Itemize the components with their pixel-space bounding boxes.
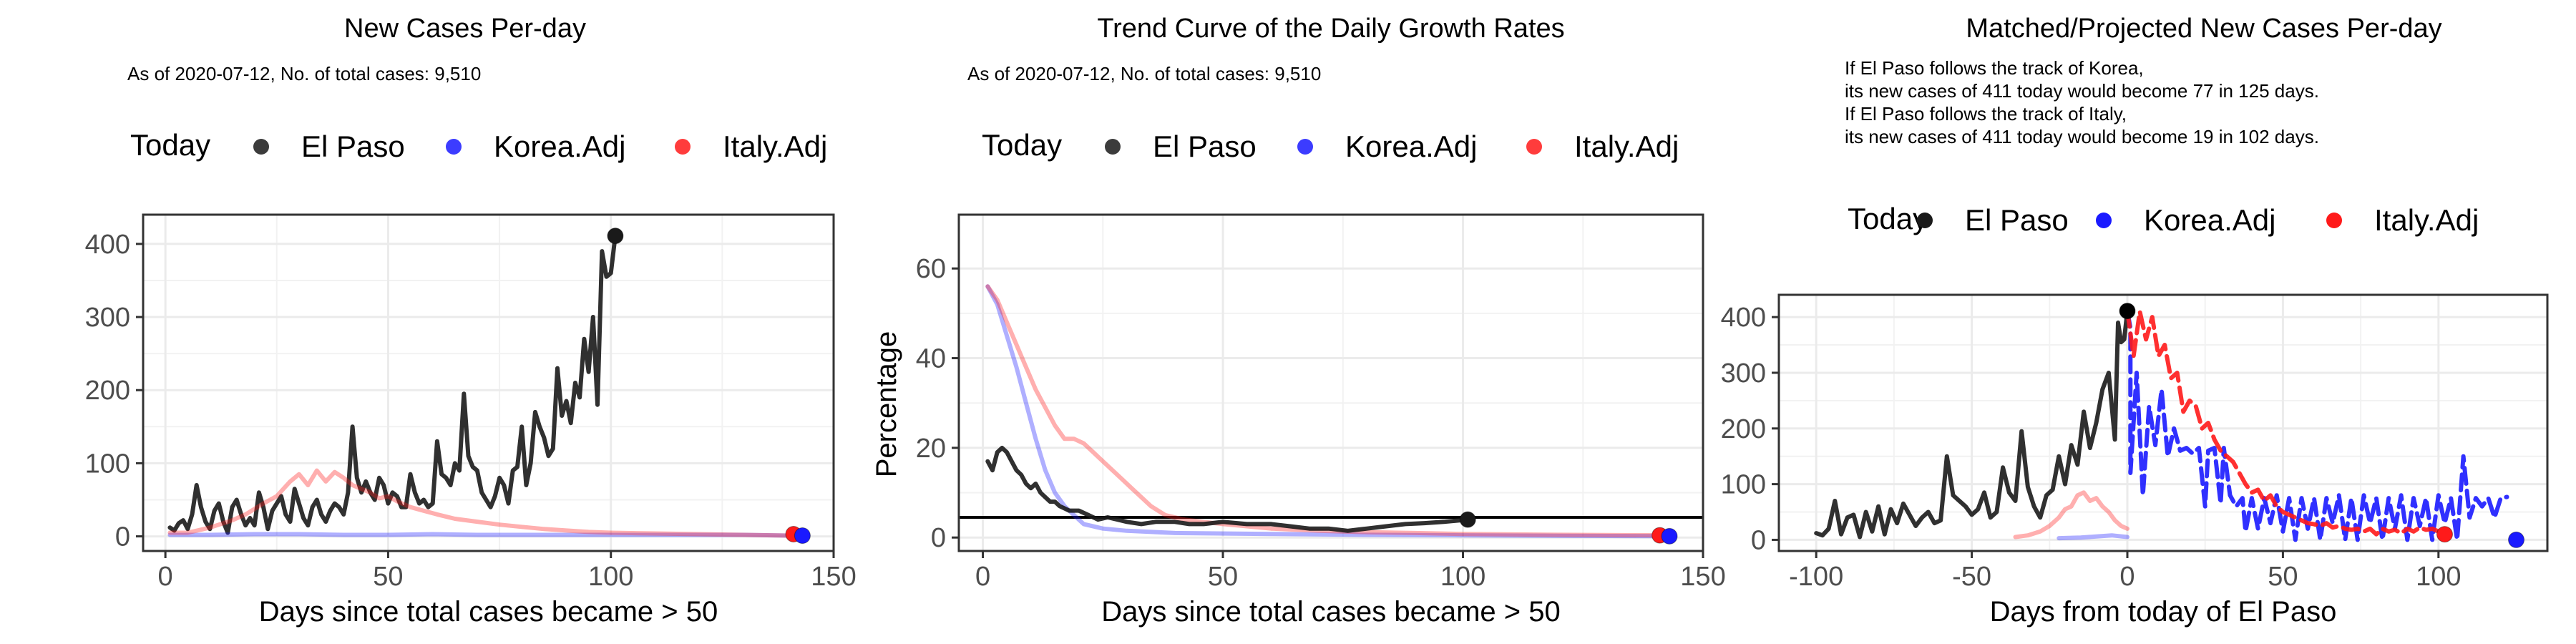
series-line-italy-adj [985, 284, 1662, 538]
y-tick-label: 400 [1721, 303, 1766, 333]
chart-panel-growth-rates: Trend Curve of the Daily Growth Rates As … [859, 0, 1726, 644]
legend-key-el-paso [253, 139, 269, 155]
x-tick-label: -50 [1952, 562, 1991, 592]
axes: 0 50 100 150 0 20 40 60 Days since total cases b… [871, 254, 1726, 628]
x-tick-label: 50 [373, 562, 403, 592]
plot-frame [142, 213, 835, 552]
legend-key-el-paso [1917, 213, 1933, 228]
x-tick-label: 100 [1440, 562, 1485, 592]
legend-label: El Paso [1153, 130, 1257, 163]
legend-key-italy-adj [675, 139, 691, 155]
legend-label: Korea.Adj [2144, 203, 2275, 237]
chart-subtitle: If El Paso follows the track of Italy, [1845, 103, 2127, 125]
y-tick-label: 0 [115, 522, 130, 552]
legend-label: Korea.Adj [494, 130, 625, 163]
gridlines [959, 215, 1704, 551]
plot-area [959, 284, 1703, 539]
endpoint-korea-adj [794, 527, 811, 545]
x-tick-label: -100 [1789, 562, 1843, 592]
y-tick-label: 400 [85, 230, 130, 260]
plot-area [167, 233, 805, 539]
y-tick-label: 300 [1721, 358, 1766, 389]
legend-label: El Paso [1965, 203, 2069, 237]
axes: -100 -50 0 50 100 0 100 200 300 400 Days from toda… [1721, 303, 2462, 628]
y-tick-label: 200 [1721, 414, 1766, 444]
legend-label: Italy.Adj [2374, 203, 2479, 237]
legend-key-korea-adj [2096, 213, 2112, 228]
x-tick-label: 0 [975, 562, 990, 592]
chart-subtitle: As of 2020-07-12, No. of total cases: 9,… [127, 63, 481, 84]
legend: Today El Paso Korea.Adj Italy.Adj [130, 128, 827, 163]
y-tick-label: 200 [85, 376, 130, 406]
legend-key-italy-adj [1526, 139, 1542, 155]
endpoint-el-paso [2119, 303, 2136, 320]
axes: 0 50 100 150 0 100 200 300 400 Days since total c… [85, 230, 857, 628]
plot-frame [1777, 293, 2549, 552]
endpoint-el-paso [607, 228, 624, 245]
y-tick-label: 60 [916, 254, 946, 284]
legend-label: Italy.Adj [1574, 130, 1679, 163]
x-tick-label: 50 [1208, 562, 1238, 592]
y-tick-label: 0 [931, 523, 946, 553]
series-line-el-paso [985, 445, 1470, 533]
legend-key-el-paso [1105, 139, 1121, 155]
legend-title: Today [1848, 202, 1928, 235]
y-tick-label: 100 [1721, 470, 1766, 500]
series-line-korea-adj [985, 284, 1672, 539]
legend-label: El Paso [301, 130, 405, 163]
x-axis-label: Days since total cases became > 50 [259, 596, 718, 628]
legend-title: Today [982, 128, 1062, 162]
x-tick-label: 100 [2416, 562, 2461, 592]
legend: Today El Paso Korea.Adj Italy.Adj [1848, 202, 2479, 237]
endpoint-el-paso [1459, 511, 1476, 528]
series-line-el-paso [167, 233, 618, 535]
y-axis-label: Percentage [871, 331, 902, 478]
chart-title: New Cases Per-day [344, 14, 586, 44]
legend: Today El Paso Korea.Adj Italy.Adj [982, 128, 1679, 163]
projected-cases-chart: Matched/Projected New Cases Per-day If El… [1721, 14, 2549, 628]
legend-label: Italy.Adj [723, 130, 827, 163]
x-tick-label: 150 [811, 562, 856, 592]
series-line-korea-adj [167, 532, 805, 539]
x-tick-label: 150 [1680, 562, 1725, 592]
chart-subtitle: As of 2020-07-12, No. of total cases: 9,… [967, 63, 1321, 84]
x-tick-label: 0 [158, 562, 173, 592]
series-line-korea-adj-past- [2057, 533, 2129, 541]
gridlines [1779, 295, 2547, 551]
chart-panel-new-cases: New Cases Per-day As of 2020-07-12, No. o… [0, 0, 859, 644]
endpoint-italy-adj [2436, 526, 2454, 543]
series-line-italy-adj-past- [2013, 490, 2129, 540]
legend-title: Today [130, 128, 210, 162]
series-line-italy-adj [167, 468, 791, 538]
series-line-italy-adj [2125, 308, 2447, 537]
plot-area [1814, 308, 2509, 542]
series-line-el-paso [1814, 308, 2129, 540]
x-tick-label: 0 [2119, 562, 2135, 592]
y-tick-label: 20 [916, 434, 946, 464]
endpoint-korea-adj [2508, 531, 2525, 548]
y-tick-label: 0 [1751, 525, 1766, 555]
legend-key-italy-adj [2326, 213, 2342, 228]
chart-subtitle: its new cases of 411 today would become … [1845, 126, 2319, 147]
chart-title: Matched/Projected New Cases Per-day [1966, 14, 2441, 44]
growth-rate-chart: Trend Curve of the Daily Growth Rates As … [871, 14, 1726, 628]
series-line-korea-adj [2125, 308, 2509, 542]
x-tick-label: 50 [2268, 562, 2298, 592]
chart-subtitle: If El Paso follows the track of Korea, [1845, 57, 2144, 79]
new-cases-chart: New Cases Per-day As of 2020-07-12, No. o… [85, 14, 857, 628]
chart-subtitle: its new cases of 411 today would become … [1845, 80, 2319, 102]
y-tick-label: 300 [85, 303, 130, 333]
chart-title: Trend Curve of the Daily Growth Rates [1097, 14, 1564, 44]
x-tick-label: 100 [588, 562, 633, 592]
legend-key-korea-adj [1297, 139, 1313, 155]
y-tick-label: 40 [916, 344, 946, 374]
legend-key-korea-adj [446, 139, 462, 155]
chart-panel-projected: Matched/Projected New Cases Per-day If El… [1717, 0, 2576, 644]
plot-frame [957, 213, 1704, 552]
y-tick-label: 100 [85, 449, 130, 479]
x-axis-label: Days since total cases became > 50 [1101, 596, 1560, 628]
endpoint-korea-adj [1661, 527, 1678, 545]
legend-label: Korea.Adj [1345, 130, 1477, 163]
x-axis-label: Days from today of El Paso [1990, 596, 2337, 628]
